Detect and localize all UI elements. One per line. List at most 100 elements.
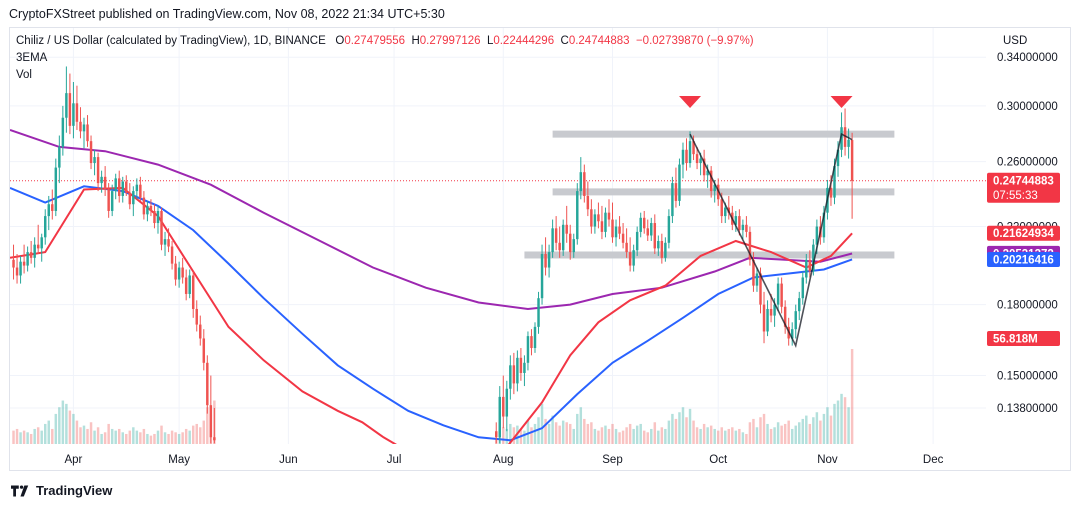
- y-tick-label: 0.34000000: [997, 52, 1058, 64]
- candle-body: [89, 141, 93, 164]
- volume-bar: [68, 410, 72, 444]
- candle-body: [798, 298, 801, 312]
- grid: [10, 28, 986, 444]
- time-axis: Apr May Jun Jul Aug Sep Oct Nov Dec: [64, 454, 943, 466]
- volume-bar: [93, 430, 96, 444]
- candle-body: [213, 437, 216, 441]
- volume-bar: [724, 430, 727, 444]
- drawings: [679, 96, 853, 348]
- price-label-box: [987, 172, 1060, 203]
- candle-body: [572, 239, 575, 253]
- volume-bar: [135, 430, 139, 444]
- volume-bar: [576, 413, 579, 444]
- candle-body: [836, 149, 840, 167]
- candle-body: [167, 239, 170, 247]
- candle-body: [174, 263, 177, 280]
- candle-body: [61, 117, 65, 147]
- candle-body: [695, 154, 699, 164]
- candle-body: [790, 329, 794, 339]
- volume-bar: [639, 423, 642, 444]
- candle-body: [709, 170, 713, 192]
- symbol-name: Chiliz / US Dollar (calculated by Tradin…: [16, 35, 326, 47]
- candle-body: [625, 242, 628, 253]
- indicator-legend[interactable]: 3EMA: [16, 52, 48, 64]
- volume-bar: [195, 423, 198, 444]
- sr-zone: [552, 188, 895, 196]
- volume-bar: [614, 428, 618, 444]
- ema-long-line: [10, 185, 853, 442]
- volume-bar: [745, 433, 748, 444]
- currency-label[interactable]: USD: [1003, 35, 1028, 47]
- volume-bar: [40, 430, 43, 444]
- volume-bar: [847, 407, 850, 444]
- candle-body: [801, 277, 805, 299]
- volume-bar: [26, 432, 29, 444]
- candle-body: [117, 178, 121, 196]
- volume-bar: [667, 420, 671, 444]
- volume-bar: [681, 407, 685, 444]
- volume-bar: [773, 427, 776, 444]
- candle-body: [181, 267, 184, 278]
- volume-bar: [706, 427, 709, 444]
- x-tick-label: Apr: [64, 454, 82, 466]
- candle-body: [530, 336, 533, 349]
- candle-body: [635, 231, 639, 251]
- candle-body: [565, 224, 568, 234]
- volume-bar: [89, 422, 93, 444]
- candle-body: [657, 240, 660, 249]
- sr-zone: [524, 251, 895, 259]
- volume-bar: [590, 422, 593, 444]
- volume-bar: [850, 349, 854, 444]
- volume-bar: [678, 412, 681, 444]
- candles: [12, 66, 854, 444]
- tradingview-footer[interactable]: TradingView: [11, 483, 112, 498]
- volume-bar: [86, 428, 89, 444]
- sr-zone: [552, 130, 895, 138]
- published-by-text: CryptoFXStreet published on TradingView.…: [9, 7, 445, 21]
- candle-body: [36, 244, 40, 249]
- candle-body: [93, 157, 96, 164]
- candle-body: [100, 176, 103, 184]
- candle-body: [33, 244, 36, 258]
- volume-legend[interactable]: Vol: [16, 69, 32, 81]
- volume-bar: [572, 428, 575, 444]
- candle-body: [72, 103, 75, 126]
- volume-bar: [565, 422, 568, 444]
- candle-body: [769, 308, 773, 316]
- volume-bar: [607, 428, 611, 444]
- candle-body: [621, 233, 625, 243]
- volume-bar: [530, 427, 533, 444]
- candle-body: [759, 273, 762, 305]
- x-tick-label: Sep: [602, 454, 622, 466]
- ema-short-line: [10, 186, 853, 444]
- candle-body: [720, 199, 723, 217]
- candle-body: [75, 103, 79, 122]
- volume-bar: [58, 407, 61, 444]
- volume-bar: [755, 427, 759, 444]
- volume-bar: [96, 427, 100, 444]
- candle-body: [26, 252, 29, 266]
- x-tick-label: Aug: [493, 454, 513, 466]
- candle-body: [526, 336, 530, 363]
- candle-body: [523, 362, 526, 373]
- volume-bar: [107, 423, 110, 444]
- volume-bar: [583, 418, 586, 444]
- candle-body: [132, 191, 135, 205]
- volume-bar: [174, 432, 177, 444]
- volume-bar: [593, 428, 597, 444]
- volume-bar: [540, 403, 544, 444]
- candle-body: [724, 207, 727, 217]
- candle-body: [209, 405, 213, 438]
- volume-bar: [625, 427, 628, 444]
- candle-body: [121, 181, 124, 196]
- volume-bar: [79, 427, 82, 444]
- volume-bar: [660, 427, 664, 444]
- volume-bar: [621, 430, 625, 444]
- y-tick-label: 0.26000000: [997, 157, 1058, 169]
- candle-body: [191, 275, 195, 309]
- high-label: H: [411, 35, 420, 47]
- low-label: L: [486, 35, 494, 47]
- candle-body: [664, 242, 667, 258]
- volume-bar: [833, 403, 836, 444]
